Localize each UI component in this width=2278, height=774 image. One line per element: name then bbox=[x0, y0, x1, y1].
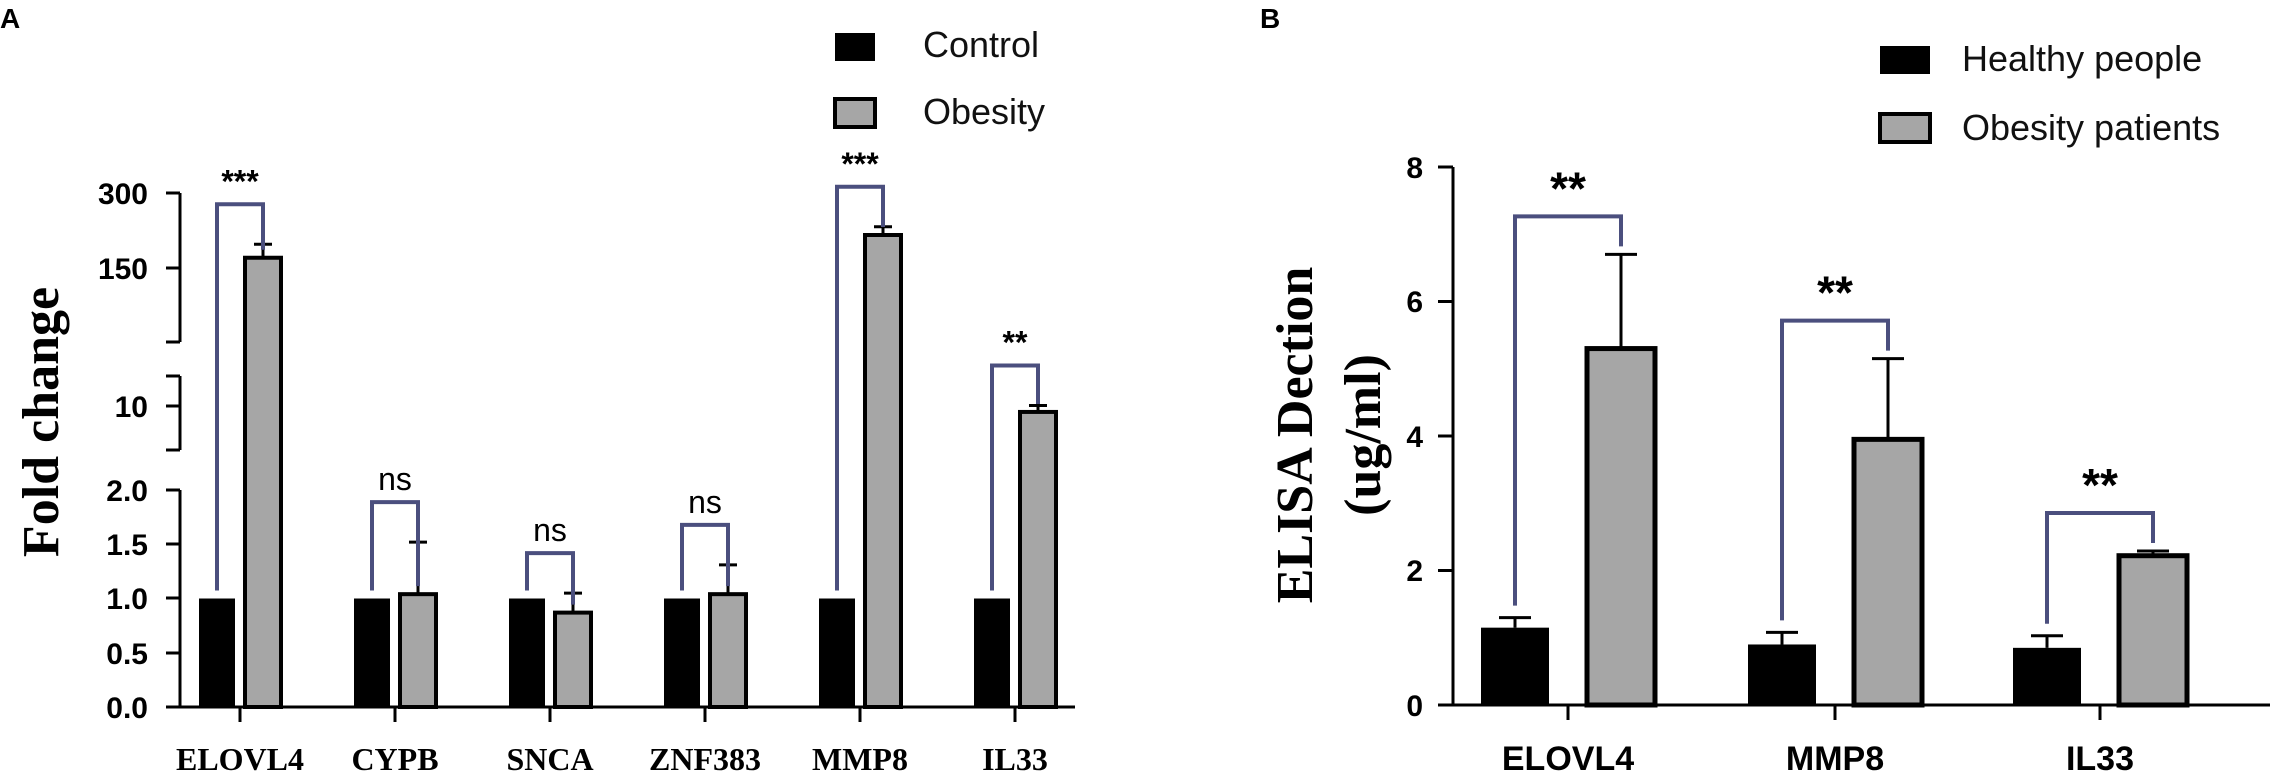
significance-label: ns bbox=[533, 512, 567, 548]
x-tick-label: ZNF383 bbox=[649, 741, 761, 774]
bar-obesity bbox=[1018, 409, 1058, 709]
significance-bracket bbox=[2045, 510, 2155, 624]
y-tick-label: 2 bbox=[1406, 555, 1423, 588]
significance-bracket bbox=[990, 363, 1040, 591]
legend-swatch-obesity bbox=[833, 97, 877, 129]
significance-bracket bbox=[835, 184, 885, 591]
y-tick-label: 0.5 bbox=[106, 638, 148, 671]
panel-b-legend: Healthy people Obesity patients bbox=[1878, 38, 2220, 148]
legend-swatch-control bbox=[835, 33, 875, 61]
panel-a-y-ticks: 300 150 10 2.0 1.5 1.0 0.5 0.0 bbox=[98, 178, 180, 725]
panel-b-bars: ** ** ** bbox=[1481, 162, 2190, 720]
legend-label-control: Control bbox=[923, 24, 1039, 65]
panel-a-x-labels: ELOVL4 CYPB SNCA ZNF383 MMP8 IL33 bbox=[176, 741, 1048, 774]
x-tick-label: CYPB bbox=[351, 741, 438, 774]
y-tick-label: 300 bbox=[98, 178, 148, 211]
y-tick-label: 0.0 bbox=[106, 692, 148, 725]
bar-obesity bbox=[863, 233, 903, 709]
significance-label: ** bbox=[1817, 267, 1853, 319]
x-tick-label: MMP8 bbox=[812, 741, 908, 774]
panel-a-y-axis-title: Fold change bbox=[13, 287, 70, 557]
significance-bracket bbox=[1780, 318, 1890, 621]
y-tick-label: 10 bbox=[115, 391, 148, 424]
legend-swatch-obesity-patients bbox=[1878, 112, 1932, 144]
x-tick-label: ELOVL4 bbox=[176, 741, 304, 774]
panel-a-legend: Control Obesity bbox=[833, 24, 1045, 132]
bar-obesity-patients bbox=[1851, 436, 1925, 708]
panel-b-y-axis-title-line2: (ug/ml) bbox=[1335, 354, 1392, 516]
bar-obesity bbox=[553, 610, 593, 709]
y-tick-label: 6 bbox=[1406, 286, 1423, 319]
panel-a-label: A bbox=[0, 3, 20, 34]
significance-label: ** bbox=[2082, 459, 2118, 511]
bar-healthy bbox=[1748, 644, 1816, 705]
significance-label: ** bbox=[1003, 325, 1028, 361]
bar-obesity bbox=[708, 592, 748, 709]
x-tick-label: IL33 bbox=[2066, 740, 2134, 774]
significance-bracket bbox=[370, 500, 420, 591]
y-tick-label: 1.0 bbox=[106, 583, 148, 616]
significance-label: ns bbox=[688, 484, 722, 520]
x-tick-label: MMP8 bbox=[1786, 740, 1884, 774]
bar-control bbox=[819, 598, 855, 707]
x-tick-label: SNCA bbox=[506, 741, 593, 774]
panel-b-label: B bbox=[1260, 3, 1280, 34]
bar-obesity-patients bbox=[1584, 346, 1658, 708]
y-tick-label: 150 bbox=[98, 253, 148, 286]
x-tick-label: ELOVL4 bbox=[1502, 740, 1634, 774]
panel-b-x-labels: ELOVL4 MMP8 IL33 bbox=[1502, 740, 2134, 774]
panel-b: B Healthy people Obesity patients ELISA … bbox=[1260, 3, 2270, 774]
bar-obesity-patients bbox=[2116, 553, 2190, 708]
y-tick-label: 8 bbox=[1406, 152, 1423, 185]
bar-control bbox=[199, 598, 235, 707]
significance-label: *** bbox=[221, 163, 259, 199]
bar-healthy bbox=[2013, 647, 2081, 705]
significance-bracket bbox=[1513, 214, 1623, 606]
bar-control bbox=[354, 598, 390, 707]
y-tick-label: 0 bbox=[1406, 690, 1423, 723]
significance-label: ** bbox=[1550, 162, 1586, 214]
legend-label-obesity: Obesity bbox=[923, 91, 1045, 132]
x-tick-label: IL33 bbox=[982, 741, 1048, 774]
legend-label-healthy: Healthy people bbox=[1962, 38, 2202, 79]
bar-obesity bbox=[243, 255, 283, 709]
significance-bracket bbox=[525, 551, 575, 605]
panel-a: A Control Obesity Fold change 300 150 10… bbox=[0, 3, 1075, 774]
y-tick-label: 1.5 bbox=[106, 529, 148, 562]
y-tick-label: 2.0 bbox=[106, 475, 148, 508]
significance-label: ns bbox=[378, 461, 412, 497]
y-tick-label: 4 bbox=[1406, 421, 1423, 454]
legend-label-obesity-patients: Obesity patients bbox=[1962, 107, 2220, 148]
bar-obesity bbox=[398, 592, 438, 709]
bar-control bbox=[509, 598, 545, 707]
significance-bracket bbox=[680, 522, 730, 591]
significance-bracket bbox=[215, 202, 265, 591]
panel-b-y-ticks: 8 6 4 2 0 bbox=[1406, 152, 1453, 723]
significance-label: *** bbox=[841, 146, 879, 182]
legend-swatch-healthy bbox=[1880, 46, 1930, 74]
bar-healthy bbox=[1481, 627, 1549, 705]
bar-control bbox=[974, 598, 1010, 707]
bar-control bbox=[664, 598, 700, 707]
panel-b-y-axis-title-line1: ELISA Dection bbox=[1267, 267, 1324, 604]
